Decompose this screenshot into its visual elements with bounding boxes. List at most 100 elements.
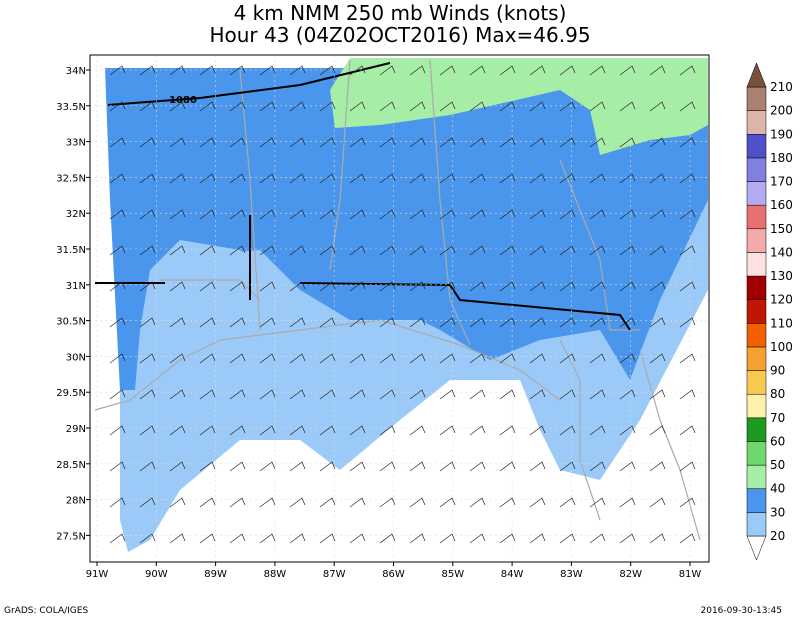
wind-barb bbox=[259, 389, 276, 400]
wind-barb bbox=[379, 425, 396, 436]
wind-barb bbox=[199, 245, 216, 256]
colorbar-label: 80 bbox=[770, 387, 785, 401]
wind-barb bbox=[169, 353, 186, 364]
wind-barb bbox=[109, 461, 126, 472]
wind-barb bbox=[199, 317, 216, 328]
wind-barb bbox=[319, 101, 336, 112]
wind-barb bbox=[259, 317, 276, 328]
wind-barb bbox=[139, 137, 156, 148]
colorbar-box bbox=[746, 181, 767, 206]
wind-barb bbox=[439, 209, 456, 220]
wind-barb bbox=[319, 317, 336, 328]
wind-barb bbox=[469, 389, 486, 400]
wind-barb bbox=[349, 65, 366, 76]
wind-barb bbox=[109, 389, 126, 400]
lat-label: 32.5N bbox=[56, 173, 86, 184]
colorbar-label: 130 bbox=[770, 269, 793, 283]
lat-label: 29N bbox=[66, 424, 86, 435]
colorbar-label: 90 bbox=[770, 364, 785, 378]
wind-barb bbox=[379, 317, 396, 328]
wind-barb bbox=[319, 425, 336, 436]
wind-barb bbox=[649, 209, 666, 220]
wind-barb bbox=[589, 209, 606, 220]
wind-barb bbox=[499, 317, 516, 328]
field-40-50 bbox=[330, 58, 708, 155]
wind-barb bbox=[229, 65, 246, 76]
wind-barbs bbox=[109, 65, 696, 544]
wind-barb bbox=[379, 497, 396, 508]
wind-barb bbox=[529, 353, 546, 364]
wind-barb bbox=[559, 209, 576, 220]
wind-barb bbox=[619, 353, 636, 364]
wind-barb bbox=[589, 497, 606, 508]
state-borders bbox=[94, 59, 701, 541]
lon-label: 88W bbox=[264, 569, 287, 580]
wind-barb bbox=[679, 101, 696, 112]
wind-barb bbox=[649, 245, 666, 256]
wind-barb bbox=[559, 389, 576, 400]
colorbar: 20 30 40 50 60 70 80 90 100 110 120 130 140 150 160 170… bbox=[746, 62, 793, 561]
wind-barb bbox=[169, 497, 186, 508]
colorbar-label: 160 bbox=[770, 198, 793, 212]
wind-barb bbox=[559, 245, 576, 256]
wind-barb bbox=[619, 101, 636, 112]
wind-barb bbox=[589, 533, 606, 544]
wind-barb bbox=[199, 209, 216, 220]
wind-barb bbox=[439, 65, 456, 76]
wind-barb bbox=[589, 137, 606, 148]
wind-barb bbox=[349, 425, 366, 436]
wind-barb bbox=[499, 209, 516, 220]
wind-barb bbox=[259, 101, 276, 112]
lon-label: 85W bbox=[441, 569, 464, 580]
wind-barb bbox=[109, 245, 126, 256]
lon-label: 84W bbox=[501, 569, 524, 580]
lat-label: 27.5N bbox=[56, 531, 86, 542]
wind-barb bbox=[529, 497, 546, 508]
wind-barb bbox=[589, 317, 606, 328]
wind-barb bbox=[529, 317, 546, 328]
wind-barb bbox=[199, 353, 216, 364]
wind-barb bbox=[289, 173, 306, 184]
colorbar-box bbox=[746, 323, 767, 348]
wind-barb bbox=[229, 173, 246, 184]
wind-barb bbox=[109, 173, 126, 184]
wind-barb bbox=[139, 101, 156, 112]
wind-barb bbox=[349, 137, 366, 148]
wind-barb bbox=[559, 101, 576, 112]
wind-barb bbox=[109, 101, 126, 112]
lat-label: 28N bbox=[66, 496, 86, 507]
wind-barb bbox=[499, 533, 516, 544]
wind-barb bbox=[139, 389, 156, 400]
lon-label: 82W bbox=[619, 569, 642, 580]
wind-barb bbox=[229, 389, 246, 400]
wind-barb bbox=[379, 245, 396, 256]
wind-barb bbox=[169, 173, 186, 184]
wind-barb bbox=[439, 173, 456, 184]
wind-barb bbox=[619, 317, 636, 328]
wind-barb bbox=[619, 65, 636, 76]
wind-barb bbox=[679, 317, 696, 328]
wind-barb bbox=[649, 65, 666, 76]
wind-barb bbox=[289, 461, 306, 472]
wind-barb bbox=[319, 533, 336, 544]
wind-barb bbox=[229, 353, 246, 364]
wind-barb bbox=[289, 533, 306, 544]
wind-barb bbox=[499, 173, 516, 184]
wind-barb bbox=[139, 281, 156, 292]
colorbar-box bbox=[746, 134, 767, 159]
wind-barb bbox=[199, 65, 216, 76]
wind-barb bbox=[559, 317, 576, 328]
colorbar-label: 180 bbox=[770, 151, 793, 165]
wind-barb bbox=[529, 461, 546, 472]
wind-barb bbox=[469, 173, 486, 184]
wind-barb bbox=[259, 497, 276, 508]
wind-barb bbox=[679, 245, 696, 256]
wind-barb bbox=[649, 173, 666, 184]
colorbar-box bbox=[746, 299, 767, 324]
wind-barb bbox=[139, 317, 156, 328]
colorbar-label: 20 bbox=[770, 529, 785, 543]
wind-barb bbox=[229, 137, 246, 148]
wind-barb bbox=[289, 209, 306, 220]
wind-barb bbox=[289, 317, 306, 328]
wind-barb bbox=[619, 209, 636, 220]
